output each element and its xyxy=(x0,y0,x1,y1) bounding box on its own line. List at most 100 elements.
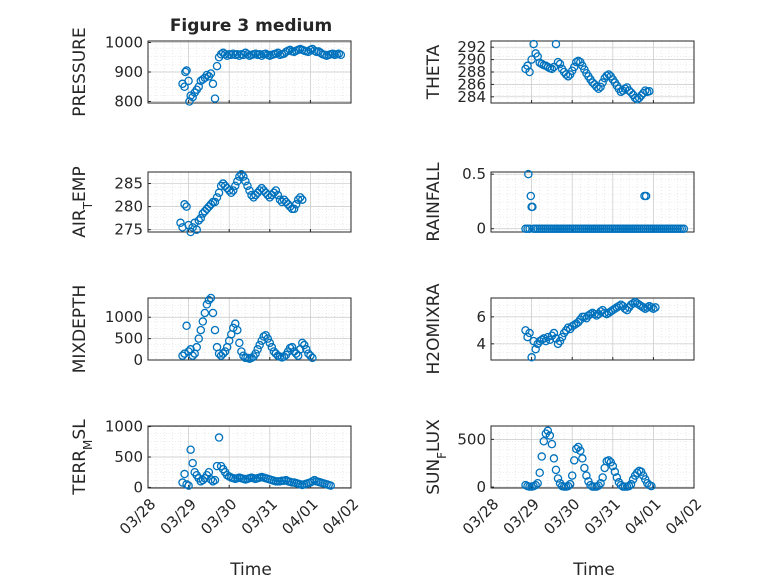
data-point xyxy=(210,475,220,485)
y-tick-label: 284 xyxy=(457,88,486,106)
y-tick-label: 4 xyxy=(476,335,486,353)
figure-title: Figure 3 medium xyxy=(170,16,332,36)
data-point xyxy=(586,480,595,490)
y-axis-label-main: TERR xyxy=(70,450,90,496)
data-point xyxy=(206,200,216,209)
x-tick-label: 03/31 xyxy=(238,495,281,538)
data-point xyxy=(231,181,240,191)
data-point xyxy=(598,78,607,87)
data-point xyxy=(235,338,244,348)
data-point xyxy=(198,317,208,326)
data-point xyxy=(181,67,190,77)
data-point xyxy=(586,309,595,319)
data-point xyxy=(626,88,636,97)
y-tick-label: 280 xyxy=(114,198,143,216)
data-point xyxy=(245,186,254,195)
data-point xyxy=(194,334,203,343)
data-point xyxy=(285,45,295,55)
data-point xyxy=(543,426,553,436)
data-point xyxy=(216,50,226,59)
data-point xyxy=(229,323,238,333)
data-point xyxy=(582,471,591,480)
data-point xyxy=(539,437,549,446)
data-point xyxy=(196,325,206,335)
data-point xyxy=(267,342,277,352)
data-point xyxy=(192,225,201,234)
x-tick-label: 03/29 xyxy=(500,495,543,538)
x-tick-label: 03/29 xyxy=(157,495,200,538)
data-point xyxy=(239,172,248,181)
data-point xyxy=(524,169,533,179)
data-point xyxy=(289,204,299,214)
data-point xyxy=(291,200,301,209)
data-point xyxy=(255,340,264,350)
data-point xyxy=(233,50,242,59)
y-tick-label: 292 xyxy=(457,38,486,56)
data-point xyxy=(531,480,540,490)
data-point xyxy=(202,300,212,309)
data-point xyxy=(210,325,220,335)
y-tick-label: 275 xyxy=(114,221,143,239)
data-point xyxy=(204,295,214,305)
data-point xyxy=(295,193,305,202)
data-point xyxy=(641,86,650,95)
data-point xyxy=(208,308,218,318)
data-point xyxy=(182,66,191,75)
data-point xyxy=(551,465,561,475)
data-point xyxy=(553,57,563,67)
y-axis-label: SUNFLUX xyxy=(424,419,449,495)
data-point xyxy=(237,347,246,356)
y-tick-label: 500 xyxy=(114,448,143,466)
data-point xyxy=(628,299,638,308)
data-point xyxy=(184,481,193,490)
data-point xyxy=(206,293,216,303)
data-point xyxy=(528,202,537,212)
data-point xyxy=(557,332,567,342)
data-point xyxy=(212,61,222,71)
data-point xyxy=(253,345,262,354)
y-axis-label: PRESSURE xyxy=(70,27,90,116)
data-point xyxy=(220,50,230,59)
data-point xyxy=(639,88,648,98)
data-point xyxy=(649,304,658,314)
y-axis-label-subscript: T xyxy=(81,201,95,210)
data-point xyxy=(547,439,557,449)
subplot-3: 0 0.5 RAINFALL xyxy=(424,162,695,242)
data-point xyxy=(598,473,607,482)
data-point xyxy=(541,336,551,346)
data-point xyxy=(196,213,206,223)
data-point xyxy=(604,456,613,465)
y-tick-label: 1000 xyxy=(105,418,143,436)
data-point xyxy=(679,224,689,233)
data-point xyxy=(206,69,216,78)
data-point xyxy=(572,444,581,454)
y-tick-label: 1000 xyxy=(105,33,143,51)
x-tick-label: 03/30 xyxy=(197,495,240,538)
x-axis-label-left: Time xyxy=(229,560,272,580)
data-point xyxy=(194,82,203,92)
data-point xyxy=(549,454,559,463)
data-point xyxy=(220,347,230,356)
data-point xyxy=(525,67,534,77)
data-point xyxy=(531,344,540,354)
y-tick-label: 0 xyxy=(133,351,143,369)
data-point xyxy=(180,200,189,209)
data-point xyxy=(616,480,626,490)
data-point xyxy=(620,304,630,314)
y-tick-label: 288 xyxy=(457,63,486,81)
data-point xyxy=(298,195,307,204)
data-point xyxy=(525,328,534,338)
data-point xyxy=(567,471,577,480)
data-point xyxy=(561,70,571,79)
data-point xyxy=(210,94,220,103)
axes-box xyxy=(147,171,352,233)
data-point xyxy=(526,191,536,201)
data-point xyxy=(180,349,189,358)
data-point xyxy=(608,461,618,471)
data-point xyxy=(529,39,538,49)
data-point xyxy=(186,445,195,454)
data-point xyxy=(212,193,222,202)
data-point xyxy=(643,303,652,312)
